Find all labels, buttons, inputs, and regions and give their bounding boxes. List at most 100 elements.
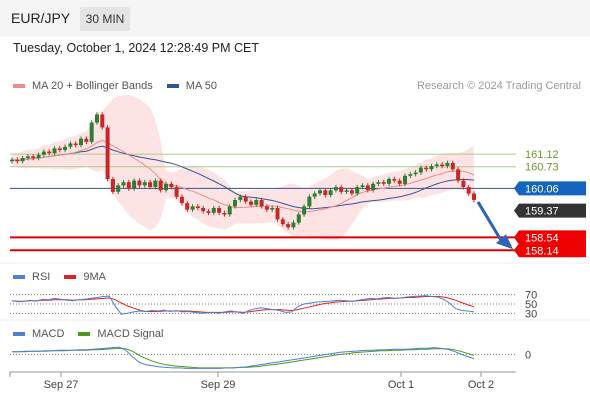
forecast-arrow-shaft xyxy=(476,201,503,242)
x-axis: Sep 27 Sep 29 Oct 1 Oct 2 xyxy=(0,262,590,391)
candle-body xyxy=(179,196,184,204)
candle-body xyxy=(243,196,248,202)
rsi-level-label: 70 xyxy=(525,290,537,302)
macd-panel: 0 xyxy=(10,346,531,369)
macd-signal-legend-swatch xyxy=(78,332,91,336)
candle-body xyxy=(291,222,296,228)
candle-body xyxy=(41,151,46,155)
candle-body xyxy=(333,187,338,191)
candle-body xyxy=(233,200,237,207)
macd-line xyxy=(12,346,475,369)
candle-body xyxy=(249,201,253,205)
candle-body xyxy=(365,185,370,191)
candle-body xyxy=(52,148,57,154)
candlesticks xyxy=(10,112,476,230)
candle-body xyxy=(227,206,232,215)
rsi-legend-label: RSI xyxy=(32,271,51,283)
candle-body xyxy=(201,208,206,212)
candle-body xyxy=(222,212,227,215)
bollinger-bands xyxy=(12,94,474,241)
x-tick-label: Oct 1 xyxy=(388,379,414,391)
macd-legend-swatch xyxy=(13,332,25,336)
candle-body xyxy=(376,182,381,184)
price-tag-bg-3 xyxy=(514,203,586,218)
candle-body xyxy=(95,114,99,123)
bollinger-band-area xyxy=(12,94,474,241)
candle-body xyxy=(418,167,423,173)
candle-body xyxy=(217,208,222,213)
candle-body xyxy=(344,190,349,192)
price-tag-label-5: 158.14 xyxy=(525,245,559,257)
candle-body xyxy=(424,167,429,170)
candle-body xyxy=(456,169,461,181)
candle-body xyxy=(195,206,200,208)
macd-signal-line xyxy=(12,347,475,369)
candle-body xyxy=(440,164,445,167)
rsi-legend: RSI 9MA xyxy=(13,271,106,283)
candle-body xyxy=(63,146,68,150)
candle-body xyxy=(445,162,450,167)
candle-body xyxy=(137,180,142,186)
candle-body xyxy=(387,179,391,184)
candle-body xyxy=(126,182,131,189)
candle-body xyxy=(355,187,360,194)
candle-body xyxy=(381,182,386,184)
candle-body xyxy=(105,127,110,179)
candle-body xyxy=(142,182,147,186)
candle-body xyxy=(371,183,376,191)
candle-body xyxy=(296,214,301,223)
candle-body xyxy=(408,174,413,176)
candle-body xyxy=(323,190,328,196)
candle-body xyxy=(275,208,280,220)
symbol-title: EUR/JPY xyxy=(11,10,71,26)
price-tag-bg-2 xyxy=(514,181,586,196)
candle-body xyxy=(47,151,52,154)
candle-body xyxy=(68,143,73,147)
ma20-legend-label: MA 20 + Bollinger Bands xyxy=(32,80,153,92)
candle-body xyxy=(164,183,168,191)
candle-body xyxy=(110,179,115,192)
price-tag-label-2: 160.06 xyxy=(525,183,559,195)
candle-body xyxy=(254,200,259,205)
candle-body xyxy=(450,162,455,170)
candle-body xyxy=(36,154,41,158)
candle-body xyxy=(10,159,14,162)
price-tag-bg-5 xyxy=(514,243,586,258)
candle-body xyxy=(429,166,434,170)
candle-body xyxy=(270,208,275,210)
candle-body xyxy=(174,187,179,197)
macd-zero-label: 0 xyxy=(525,349,531,361)
timeframe-button[interactable]: 30 MIN xyxy=(80,7,130,31)
macd-legend-label: MACD xyxy=(32,328,65,340)
rsi-ma-legend-label: 9MA xyxy=(83,271,106,283)
price-legend: MA 20 + Bollinger Bands MA 50 xyxy=(13,80,217,92)
rsi-ma-line xyxy=(11,296,475,313)
candle-body xyxy=(206,211,211,213)
forecast-arrow xyxy=(476,201,513,250)
candle-body xyxy=(15,159,20,162)
x-tick-label: Sep 27 xyxy=(44,379,79,391)
candle-body xyxy=(84,138,89,142)
candle-body xyxy=(318,190,322,194)
forecast-arrow-head xyxy=(496,234,513,250)
candle-body xyxy=(339,187,344,192)
candle-body xyxy=(286,224,291,228)
candle-body xyxy=(25,156,30,158)
candle-body xyxy=(403,175,407,184)
candle-body xyxy=(280,219,285,225)
candle-body xyxy=(360,185,365,187)
candle-body xyxy=(259,200,264,207)
candle-body xyxy=(116,185,121,192)
ma50-legend-swatch xyxy=(166,84,179,88)
candle-body xyxy=(73,143,78,146)
candle-body xyxy=(392,179,397,181)
candle-body xyxy=(89,122,94,142)
macd-legend: MACD MACD Signal xyxy=(13,328,163,340)
candle-body xyxy=(461,180,466,187)
candle-body xyxy=(158,180,163,191)
candle-body xyxy=(153,180,158,187)
price-tag-label-4: 158.54 xyxy=(525,232,559,244)
